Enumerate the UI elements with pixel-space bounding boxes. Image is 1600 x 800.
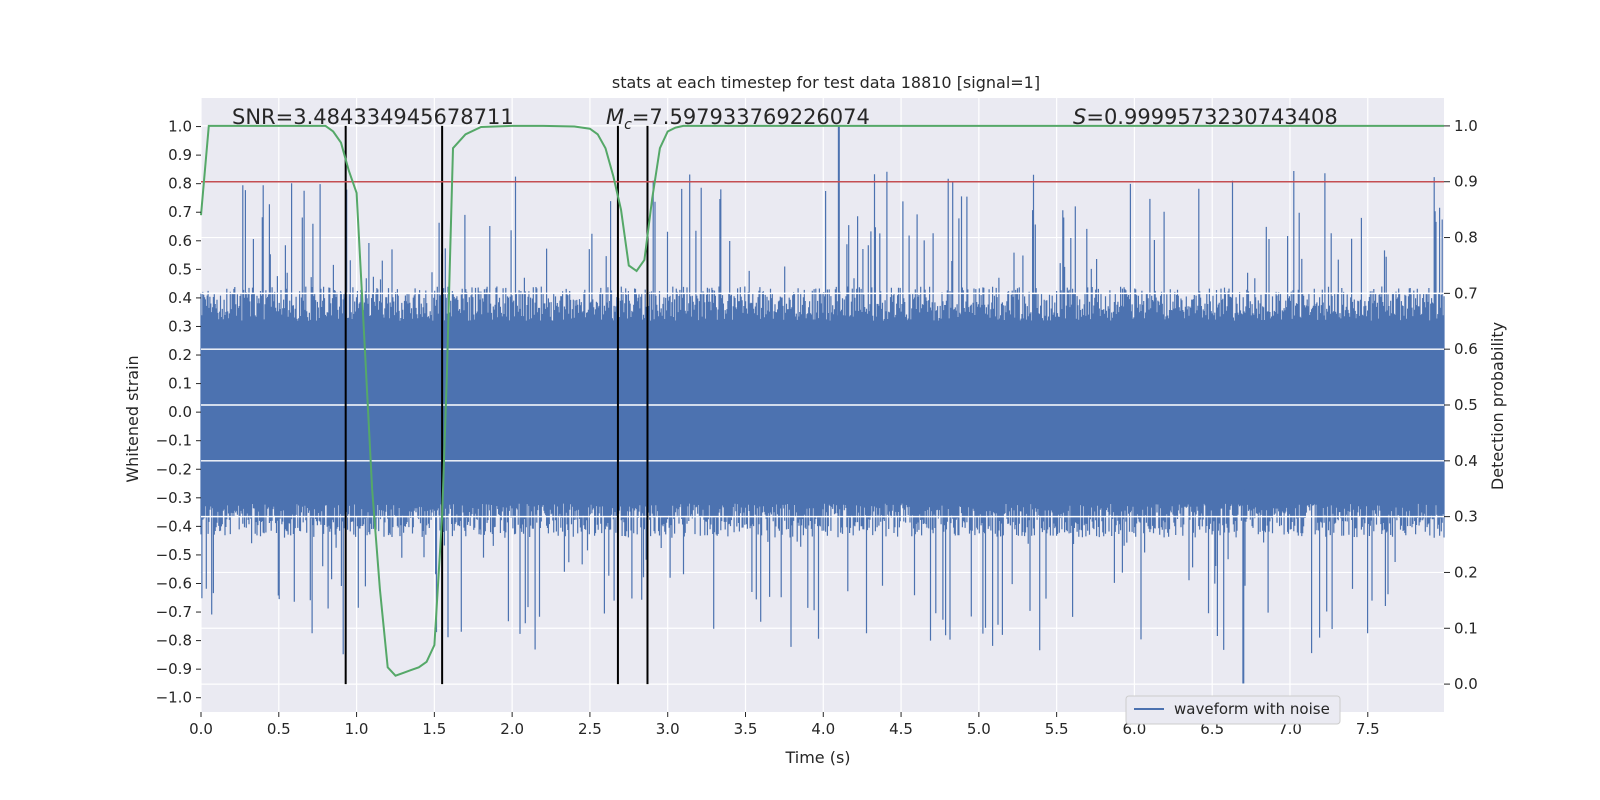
y-tick-label: 0.0 bbox=[168, 403, 192, 421]
y-axis-ticks: −1.0 −0.9 −0.8 −0.7 −0.6 −0.5 −0.4 −0.3 −0.2 −0.1… bbox=[156, 118, 201, 707]
x-tick-label: 2.5 bbox=[578, 720, 602, 738]
y-tick-label: 0.9 bbox=[168, 146, 192, 164]
chirp-mass-symbol: M bbox=[606, 105, 624, 129]
y2-axis-ticks: 0.0 0.1 0.2 0.3 0.4 0.5 0.6 0.7 0.8 0.9 1.0 bbox=[1444, 117, 1478, 693]
y-tick-label: −0.1 bbox=[156, 432, 192, 450]
event-vertical-lines bbox=[344, 125, 649, 685]
y-tick-label: 0.6 bbox=[168, 232, 192, 250]
x-tick-label: 4.0 bbox=[811, 720, 835, 738]
y-tick-label: 0.3 bbox=[168, 317, 192, 335]
y-tick-label: 0.8 bbox=[168, 175, 192, 193]
y2-tick-label: 0.5 bbox=[1454, 396, 1478, 414]
y-tick-label: −0.2 bbox=[156, 460, 192, 478]
x-tick-label: 5.5 bbox=[1045, 720, 1069, 738]
snr-annotation: SNR=3.484334945678711 bbox=[232, 105, 514, 129]
y-axis-label: Whitened strain bbox=[123, 355, 142, 482]
probability-curve bbox=[200, 124, 1444, 677]
y-tick-label: −0.8 bbox=[156, 632, 192, 650]
chirp-mass-value: =7.597933769226074 bbox=[632, 105, 870, 129]
y-tick-label: 0.1 bbox=[168, 375, 192, 393]
y2-tick-label: 0.1 bbox=[1454, 619, 1478, 637]
y2-tick-label: 0.2 bbox=[1454, 563, 1478, 581]
waveform-band bbox=[201, 335, 1444, 490]
waveform-series bbox=[200, 126, 1445, 684]
y2-tick-label: 0.0 bbox=[1454, 675, 1478, 693]
y2-tick-label: 0.9 bbox=[1454, 173, 1478, 191]
y2-axis-label: Detection probability bbox=[1488, 322, 1507, 490]
y-tick-label: 1.0 bbox=[168, 118, 192, 136]
x-tick-label: 3.5 bbox=[734, 720, 758, 738]
chirp-mass-annotation: Mc=7.597933769226074 bbox=[606, 105, 870, 133]
y-tick-label: −0.4 bbox=[156, 517, 192, 535]
y2-tick-label: 0.7 bbox=[1454, 284, 1478, 302]
x-axis-label: Time (s) bbox=[784, 748, 850, 767]
y-tick-label: 0.5 bbox=[168, 260, 192, 278]
y-tick-label: −1.0 bbox=[156, 689, 192, 707]
y2-tick-label: 0.8 bbox=[1454, 229, 1478, 247]
x-tick-label: 2.0 bbox=[500, 720, 524, 738]
x-tick-label: 0.5 bbox=[267, 720, 291, 738]
probability-series bbox=[200, 124, 1444, 677]
x-tick-label: 0.0 bbox=[189, 720, 213, 738]
y-tick-label: −0.3 bbox=[156, 489, 192, 507]
y2-tick-label: 1.0 bbox=[1454, 117, 1478, 135]
legend: waveform with noise bbox=[1125, 695, 1341, 725]
y2-tick-label: 0.3 bbox=[1454, 508, 1478, 526]
y-tick-label: 0.4 bbox=[168, 289, 192, 307]
x-tick-label: 1.0 bbox=[345, 720, 369, 738]
s-symbol: S bbox=[1073, 105, 1086, 129]
x-tick-label: 4.5 bbox=[889, 720, 913, 738]
s-value: =0.9999573230743408 bbox=[1086, 105, 1337, 129]
y-tick-label: −0.9 bbox=[156, 660, 192, 678]
chart-title: stats at each timestep for test data 188… bbox=[612, 73, 1040, 92]
y-tick-label: −0.6 bbox=[156, 574, 192, 592]
y2-tick-label: 0.4 bbox=[1454, 452, 1478, 470]
s-annotation: S=0.9999573230743408 bbox=[1073, 105, 1338, 129]
x-tick-label: 5.0 bbox=[967, 720, 991, 738]
y-tick-label: −0.5 bbox=[156, 546, 192, 564]
legend-label: waveform with noise bbox=[1174, 700, 1330, 718]
x-tick-label: 7.5 bbox=[1356, 720, 1380, 738]
x-tick-label: 3.0 bbox=[656, 720, 680, 738]
y-tick-label: −0.7 bbox=[156, 603, 192, 621]
x-tick-label: 1.5 bbox=[422, 720, 446, 738]
y2-tick-label: 0.6 bbox=[1454, 340, 1478, 358]
y-tick-label: 0.2 bbox=[168, 346, 192, 364]
y-tick-label: 0.7 bbox=[168, 203, 192, 221]
x-axis-ticks: 0.0 0.5 1.0 1.5 2.0 2.5 3.0 3.5 4.0 4.5 5.0 5.5 6.0 6… bbox=[189, 712, 1380, 738]
chirp-mass-subscript: c bbox=[624, 117, 632, 133]
legend-box bbox=[1125, 695, 1341, 725]
